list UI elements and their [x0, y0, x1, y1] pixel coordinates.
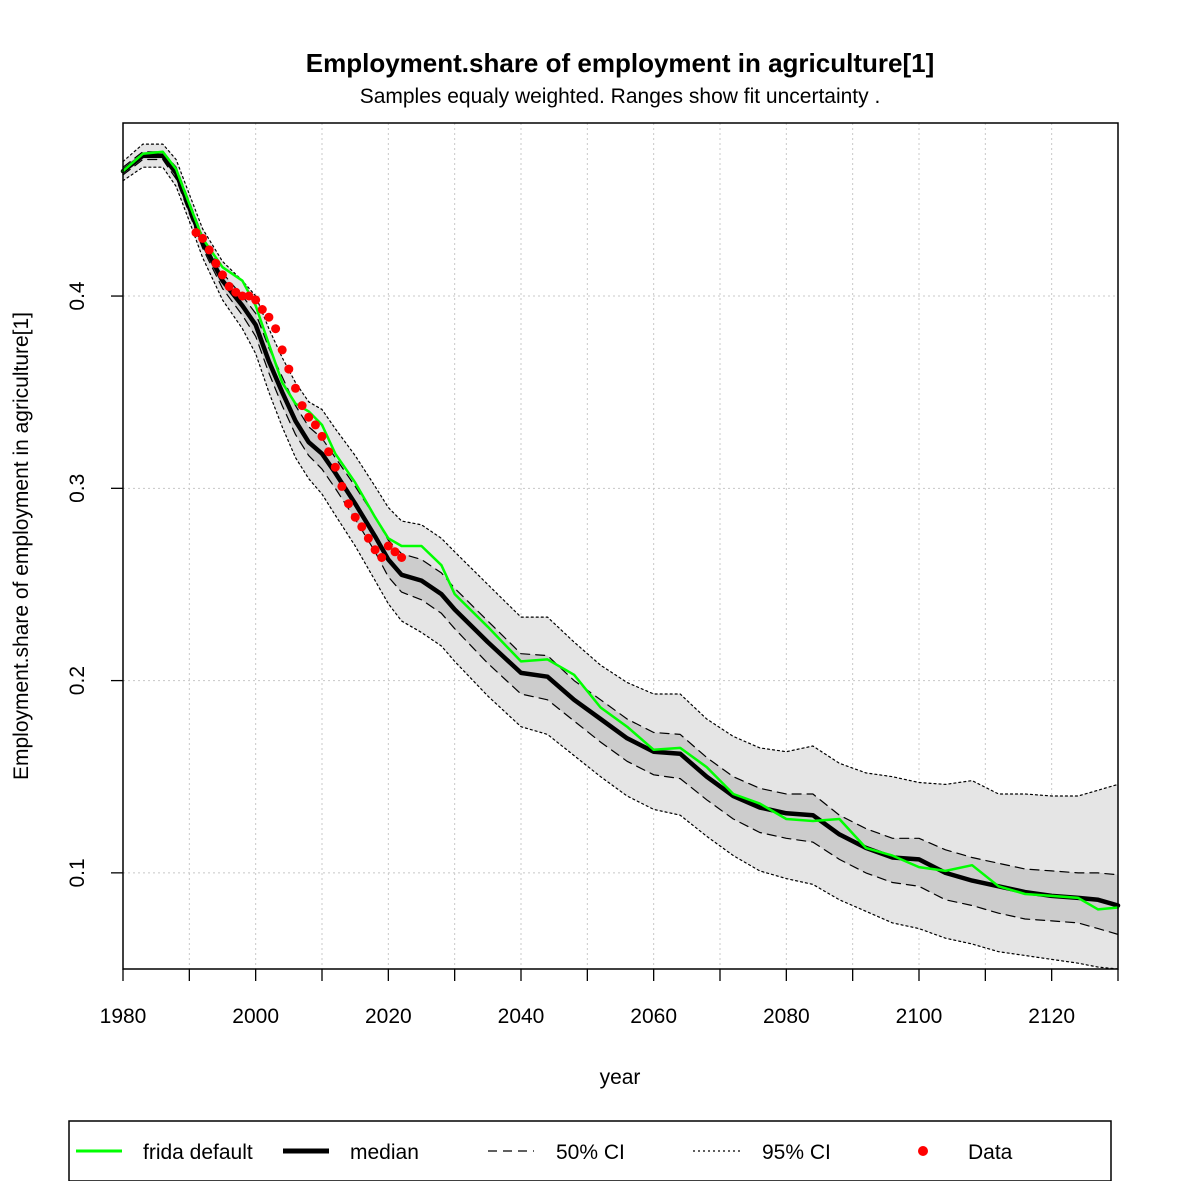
data-point: [397, 553, 407, 562]
data-point: [264, 312, 274, 322]
chart-subtitle: Samples equaly weighted. Ranges show fit…: [360, 85, 881, 108]
legend-label-95ci: 95% CI: [762, 1141, 831, 1164]
legend-label-median: median: [350, 1141, 419, 1164]
data-point: [317, 431, 327, 441]
data-point: [297, 401, 307, 411]
data-point: [310, 420, 320, 430]
data-point: [224, 281, 234, 291]
data-point: [237, 291, 247, 301]
data-point: [284, 364, 294, 374]
data-point: [370, 545, 380, 555]
ci95-band: [123, 144, 1118, 970]
y-tick-label: 0.3: [66, 474, 89, 503]
data-point: [231, 287, 241, 297]
data-point: [344, 499, 353, 509]
x-tick-label: 1980: [100, 1005, 147, 1028]
y-tick-label: 0.1: [66, 858, 89, 887]
data-point: [337, 481, 347, 491]
data-point: [251, 295, 261, 305]
data-point: [257, 305, 267, 314]
x-tick-label: 2040: [498, 1005, 545, 1028]
x-tick-label: 2060: [630, 1005, 677, 1028]
data-point: [218, 270, 227, 280]
median-line: [120, 153, 1121, 908]
data-point: [304, 412, 314, 422]
data-point: [383, 541, 393, 551]
data-point: [357, 522, 367, 532]
data-point: [291, 383, 300, 393]
ci50-upper-line: [122, 151, 1119, 876]
x-tick-label: 2020: [365, 1005, 412, 1028]
data-point: [204, 245, 214, 255]
ci95-upper-line: [122, 143, 1119, 797]
legend: frida default median 50% CI 95% CI Data: [68, 1120, 1112, 1181]
x-axis: 1980 2000 2020 2040 2060 2080 2100 2120: [100, 969, 1119, 1028]
data-point: [211, 258, 221, 268]
data-point: [244, 291, 254, 301]
legend-label-50ci: 50% CI: [556, 1141, 625, 1164]
x-axis-label: year: [600, 1066, 641, 1089]
data-point: [271, 324, 281, 334]
x-tick-label: 2120: [1028, 1005, 1075, 1028]
ci50-lower-line: [122, 158, 1119, 936]
legend-key-data: [918, 1146, 928, 1156]
legend-box: [68, 1120, 1112, 1181]
y-axis: 0.1 0.2 0.3 0.4: [66, 281, 123, 888]
ci95-lower-line: [122, 166, 1119, 970]
data-point: [191, 228, 201, 238]
data-point: [350, 512, 360, 522]
data-point: [390, 547, 400, 557]
data-point: [377, 553, 387, 562]
legend-label-frida: frida default: [143, 1141, 253, 1164]
y-axis-label: Employment.share of employment in agricu…: [10, 312, 33, 780]
x-tick-label: 2000: [232, 1005, 279, 1028]
data-point: [330, 462, 340, 472]
y-tick-label: 0.2: [66, 666, 89, 695]
data-point: [324, 447, 334, 457]
data-point: [363, 533, 373, 543]
data-point: [198, 233, 208, 243]
x-tick-label: 2100: [896, 1005, 943, 1028]
ci-bands: [123, 144, 1118, 970]
legend-label-data: Data: [968, 1141, 1013, 1164]
data-points: [191, 228, 407, 562]
plot-frame: [122, 122, 1119, 970]
y-tick-label: 0.4: [66, 281, 89, 311]
data-point: [277, 345, 287, 355]
chart-title: Employment.share of employment in agricu…: [306, 48, 934, 78]
x-tick-label: 2080: [763, 1005, 810, 1028]
